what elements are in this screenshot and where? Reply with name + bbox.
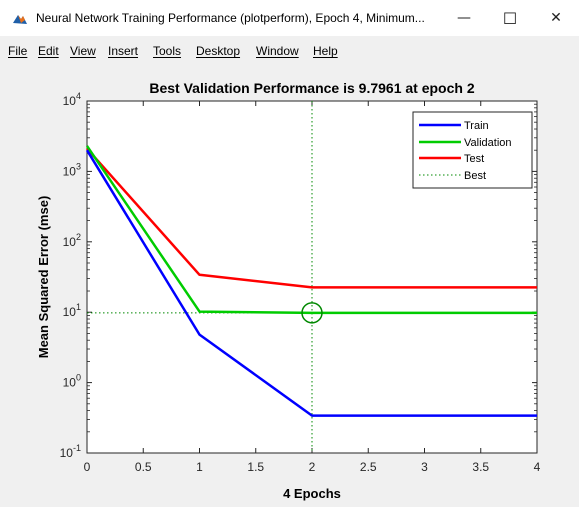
menu-tools[interactable]: Tools [153,44,182,58]
x-tick-label: 4 [534,460,541,474]
y-tick-label: 104 [63,91,81,108]
y-axis-label: Mean Squared Error (mse) [36,196,51,359]
x-tick-label: 3 [421,460,428,474]
menu-window[interactable]: Window [256,44,299,58]
menu-file[interactable]: File [8,44,28,58]
matlab-icon [12,11,28,27]
menu-desktop[interactable]: Desktop [196,44,241,58]
x-axis-label: 4 Epochs [283,486,341,501]
menu-help[interactable]: Help [313,44,338,58]
figure-area: Best Validation Performance is 9.7961 at… [0,66,579,502]
chart-title: Best Validation Performance is 9.7961 at… [149,80,474,96]
legend-label-best: Best [464,170,486,182]
title-bar: Neural Network Training Performance (plo… [0,0,579,36]
series-line-validation [85,145,537,315]
data-series [85,145,537,417]
minimize-button[interactable]: — [457,10,471,26]
x-tick-label: 3.5 [472,460,489,474]
legend-label-train: Train [464,120,489,132]
legend-label-test: Test [464,153,484,165]
performance-chart[interactable]: Best Validation Performance is 9.7961 at… [0,66,579,502]
legend[interactable]: Train Validation Test Best [412,111,533,189]
y-tick-label: 101 [63,302,81,319]
series-line-test [86,147,537,289]
y-tick-label: 102 [63,232,81,249]
x-tick-label: 2 [309,460,316,474]
x-tick-label: 2.5 [360,460,377,474]
menu-bar: File Edit View Insert Tools Desktop Wind… [0,38,579,64]
window-title: Neural Network Training Performance (plo… [36,11,425,25]
y-tick-label: 103 [63,161,81,178]
y-tick-label: 10-1 [60,443,81,460]
menu-insert[interactable]: Insert [108,44,139,58]
legend-label-validation: Validation [464,137,512,149]
maximize-button[interactable]: ☐ [502,8,518,28]
y-tick-label: 100 [63,373,81,390]
x-tick-label: 0 [84,460,91,474]
x-tick-label: 1 [196,460,203,474]
x-tick-label: 0.5 [135,460,152,474]
x-tick-label: 1.5 [247,460,264,474]
menu-view[interactable]: View [70,44,96,58]
series-line-train [85,149,537,417]
close-button[interactable]: ✕ [550,10,562,26]
best-point-marker [301,302,323,324]
menu-edit[interactable]: Edit [38,44,59,58]
